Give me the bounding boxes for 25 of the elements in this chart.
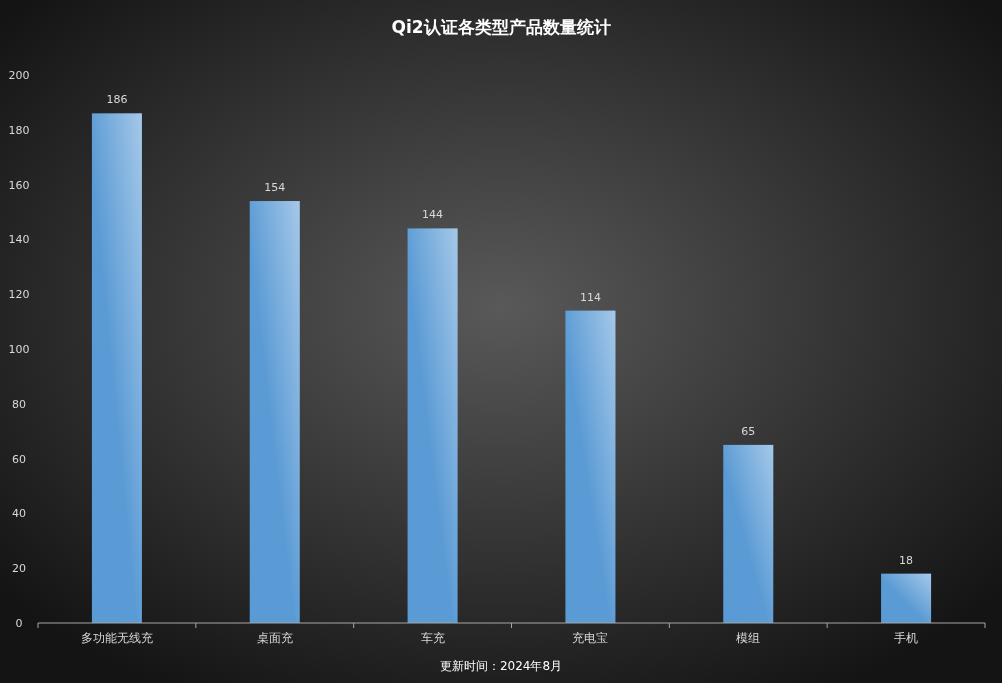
y-tick-label: 200	[8, 69, 30, 82]
y-tick-label: 20	[12, 562, 26, 576]
data-label: 154	[264, 181, 286, 195]
x-tick-label: 充电宝	[572, 631, 609, 645]
text: 更新时间：2024年8月	[439, 659, 563, 673]
x-tick-label: 桌面充	[256, 631, 293, 645]
y-tick-label: 100	[8, 343, 30, 356]
x-tick-label: 模组	[736, 631, 761, 645]
y-tick-label: 120	[8, 288, 30, 302]
data-label: 144	[422, 208, 444, 222]
data-label: 114	[579, 290, 601, 304]
y-tick-label: 80	[12, 397, 26, 411]
data-label: 186	[106, 93, 128, 107]
y-tick-label: 40	[12, 507, 26, 521]
x-tick-label: 车充	[420, 631, 445, 645]
data-label: 18	[899, 553, 914, 567]
y-tick-label: 0	[15, 617, 23, 630]
y-tick-label: 60	[12, 452, 26, 466]
y-tick-label: 180	[8, 123, 30, 137]
x-tick-label: 手机	[894, 631, 919, 645]
data-label: 65	[741, 424, 756, 438]
chart-title: Qi2认证各类型产品数量统计	[391, 17, 611, 37]
y-tick-label: 140	[8, 233, 30, 247]
y-tick-label: 160	[8, 178, 30, 192]
x-tick-label: 多功能无线充	[80, 631, 153, 645]
